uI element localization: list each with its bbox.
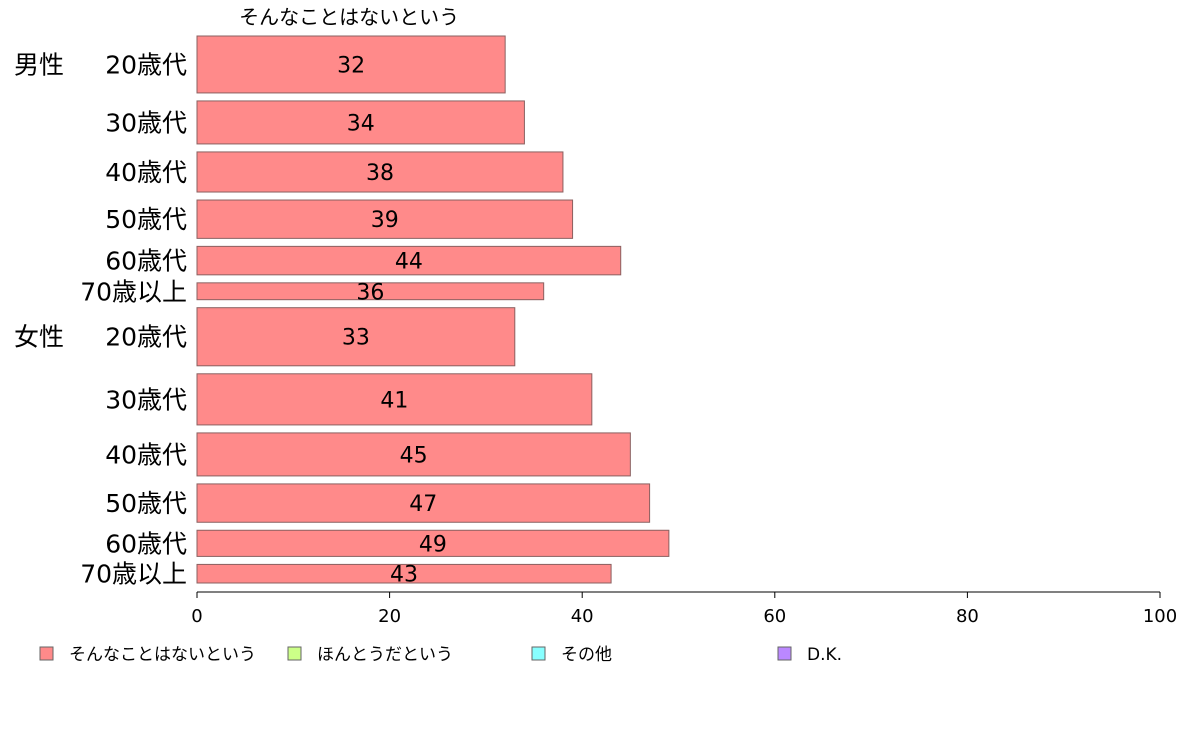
legend: そんなことはないという ほんとうだという その他 D.K. (39, 645, 842, 665)
bar-value-label: 38 (366, 161, 394, 186)
x-tick-label: 80 (956, 606, 979, 627)
bar (196, 483, 651, 523)
bar-value-label: 44 (395, 250, 423, 275)
legend-swatch (39, 646, 54, 661)
x-tick-label: 100 (1143, 606, 1177, 627)
category-label: 70歳以上 (80, 277, 187, 306)
bar-value-label: 34 (347, 111, 375, 136)
series-title: そんなことはないという (239, 5, 459, 29)
legend-label: D.K. (807, 645, 842, 665)
bar (196, 100, 525, 145)
legend-swatch (531, 646, 546, 661)
category-label: 20歳代 (105, 50, 187, 79)
bar (196, 432, 631, 477)
bar-value-label: 47 (409, 492, 437, 517)
legend-label: その他 (561, 645, 612, 665)
group-label: 男性 (14, 50, 64, 79)
x-tick-label: 40 (571, 606, 594, 627)
bar (196, 529, 670, 557)
group-label: 女性 (14, 323, 64, 352)
bar (196, 282, 545, 301)
category-label: 40歳代 (105, 158, 187, 187)
category-label: 40歳代 (105, 440, 187, 469)
bar (196, 35, 506, 94)
bar (196, 151, 564, 193)
category-label: 70歳以上 (80, 560, 187, 589)
bar (196, 199, 574, 239)
category-label: 60歳代 (105, 529, 187, 558)
category-label: 50歳代 (105, 205, 187, 234)
x-tick-label: 0 (191, 606, 202, 627)
bar-value-label: 36 (356, 280, 384, 305)
legend-label: ほんとうだという (317, 645, 453, 665)
bar-value-label: 43 (390, 563, 418, 588)
bar (196, 373, 593, 426)
bar-value-label: 45 (400, 443, 428, 468)
x-axis: 0 20 40 60 80 100 (191, 591, 1177, 627)
legend-swatch (287, 646, 302, 661)
legend-label: そんなことはないという (69, 645, 256, 665)
bar-value-label: 49 (419, 532, 447, 557)
x-tick-label: 60 (763, 606, 786, 627)
bar-value-label: 33 (342, 326, 370, 351)
bar-value-label: 32 (337, 53, 365, 78)
category-label: 30歳代 (105, 385, 187, 414)
bar-value-label: 41 (380, 388, 408, 413)
bar (196, 245, 622, 276)
bar (196, 307, 516, 367)
x-tick-label: 20 (378, 606, 401, 627)
category-label: 60歳代 (105, 247, 187, 276)
category-label: 50歳代 (105, 489, 187, 518)
bar-value-label: 39 (371, 208, 399, 233)
bar (196, 563, 612, 584)
category-label: 20歳代 (105, 323, 187, 352)
category-label: 30歳代 (105, 108, 187, 137)
legend-swatch (777, 646, 792, 661)
category-labels: 20歳代男性30歳代40歳代50歳代60歳代70歳以上20歳代女性30歳代40歳… (14, 50, 187, 588)
